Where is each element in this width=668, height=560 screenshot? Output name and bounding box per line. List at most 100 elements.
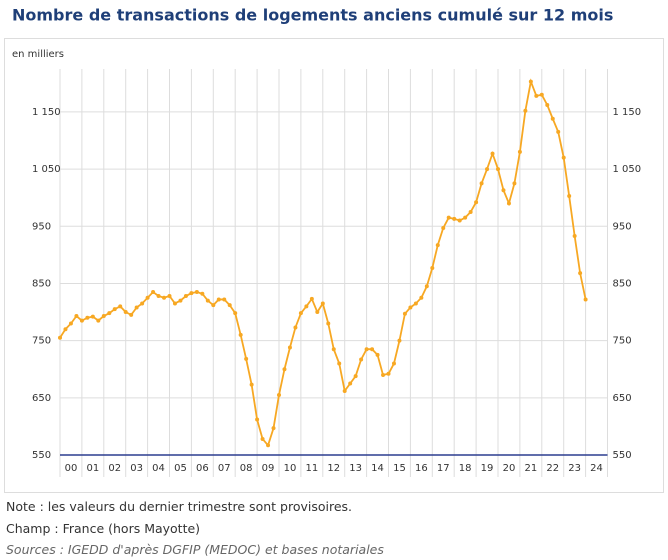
x-tick-label: 14 bbox=[371, 463, 384, 474]
point bbox=[424, 284, 429, 289]
point bbox=[506, 201, 511, 206]
note: Champ : France (hors Mayotte) bbox=[6, 521, 201, 536]
point bbox=[222, 297, 227, 302]
y-tick-label: 1 150 bbox=[32, 107, 61, 118]
x-tick-label: 21 bbox=[524, 463, 537, 474]
point bbox=[140, 301, 145, 306]
x-tick-label: 01 bbox=[86, 463, 99, 474]
point bbox=[370, 347, 375, 352]
x-tick-label: 23 bbox=[568, 463, 581, 474]
point bbox=[101, 314, 106, 319]
point bbox=[233, 311, 238, 316]
y-tick-label: 550 bbox=[613, 450, 632, 461]
point bbox=[523, 108, 528, 113]
y-tick-label: 650 bbox=[32, 393, 51, 404]
note: Sources : IGEDD d'après DGFIP (MEDOC) et… bbox=[6, 542, 384, 557]
point bbox=[118, 304, 123, 309]
point bbox=[342, 388, 347, 393]
point bbox=[167, 294, 172, 299]
point bbox=[397, 338, 402, 343]
y-axis-label: en milliers bbox=[12, 49, 64, 60]
point bbox=[359, 357, 364, 362]
point bbox=[381, 372, 386, 377]
point bbox=[391, 361, 396, 366]
point bbox=[287, 345, 292, 350]
x-tick-label: 11 bbox=[305, 463, 318, 474]
point bbox=[172, 301, 177, 306]
y-tick-label: 950 bbox=[32, 221, 51, 232]
point bbox=[474, 200, 479, 205]
point bbox=[468, 209, 473, 214]
x-tick-label: 09 bbox=[262, 463, 275, 474]
point bbox=[85, 315, 90, 320]
x-tick-label: 20 bbox=[503, 463, 516, 474]
point bbox=[430, 266, 435, 271]
point bbox=[348, 381, 353, 386]
point bbox=[194, 290, 199, 295]
point bbox=[567, 193, 572, 198]
point bbox=[200, 291, 205, 296]
point bbox=[457, 218, 462, 223]
point bbox=[496, 167, 500, 172]
point bbox=[238, 332, 243, 337]
point bbox=[123, 310, 128, 315]
point bbox=[512, 181, 517, 186]
point bbox=[320, 301, 325, 306]
point bbox=[501, 188, 506, 193]
point bbox=[304, 304, 309, 309]
point bbox=[79, 318, 84, 323]
point bbox=[293, 325, 298, 330]
point bbox=[353, 374, 358, 379]
point bbox=[331, 347, 336, 352]
point bbox=[244, 356, 249, 361]
x-tick-label: 17 bbox=[437, 463, 450, 474]
point bbox=[561, 155, 566, 160]
x-tick-label: 00 bbox=[65, 463, 78, 474]
y-tick-label: 950 bbox=[613, 221, 632, 232]
x-tick-label: 22 bbox=[546, 463, 559, 474]
point bbox=[112, 307, 117, 312]
point bbox=[134, 305, 139, 310]
x-tick-label: 10 bbox=[284, 463, 297, 474]
point bbox=[446, 215, 451, 220]
y-tick-label: 750 bbox=[32, 336, 51, 347]
point bbox=[260, 436, 265, 441]
point bbox=[107, 311, 112, 316]
point bbox=[145, 295, 150, 300]
point bbox=[298, 311, 303, 316]
point bbox=[441, 225, 446, 230]
point bbox=[364, 347, 369, 352]
chart-frame bbox=[4, 38, 664, 493]
x-tick-label: 13 bbox=[349, 463, 362, 474]
y-tick-label: 1 050 bbox=[32, 164, 61, 175]
point bbox=[572, 233, 577, 238]
point bbox=[326, 321, 331, 326]
point bbox=[178, 298, 183, 303]
point bbox=[534, 93, 539, 98]
point bbox=[266, 443, 271, 448]
point bbox=[386, 371, 391, 376]
point bbox=[485, 167, 490, 172]
y-tick-label: 850 bbox=[32, 278, 51, 289]
point bbox=[408, 305, 413, 310]
chart-title: Nombre de transactions de logements anci… bbox=[12, 6, 613, 25]
x-tick-label: 16 bbox=[415, 463, 428, 474]
point bbox=[578, 271, 583, 276]
point bbox=[402, 311, 407, 316]
point bbox=[490, 151, 495, 156]
y-tick-label: 550 bbox=[32, 450, 51, 461]
x-tick-label: 04 bbox=[152, 463, 165, 474]
y-tick-label: 1 050 bbox=[613, 164, 642, 175]
point bbox=[435, 243, 440, 248]
point bbox=[315, 310, 320, 315]
point bbox=[227, 303, 232, 308]
point bbox=[162, 295, 167, 300]
x-tick-label: 12 bbox=[327, 463, 340, 474]
point bbox=[550, 116, 555, 121]
point bbox=[583, 297, 588, 302]
point bbox=[375, 352, 380, 357]
point bbox=[249, 382, 254, 387]
point bbox=[63, 327, 68, 332]
point bbox=[517, 149, 522, 154]
